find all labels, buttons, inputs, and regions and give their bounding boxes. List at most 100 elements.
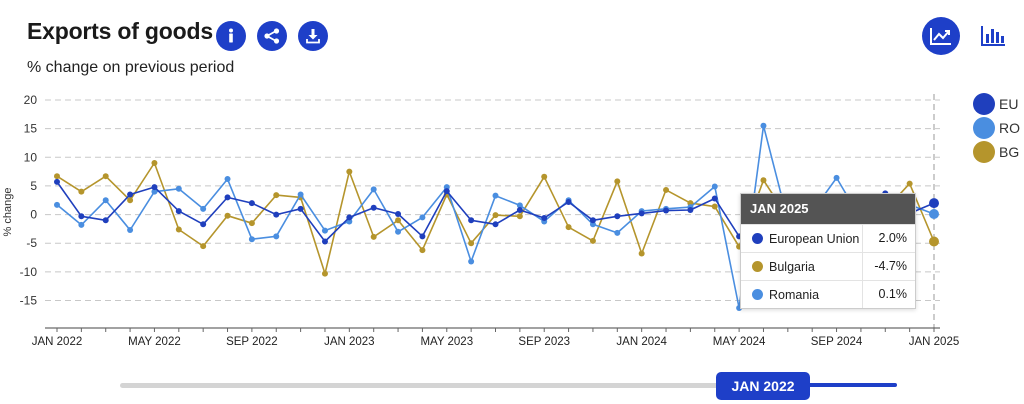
tooltip-row: Romania 0.1% <box>741 280 915 308</box>
data-point-bg <box>516 213 523 220</box>
data-point-eu <box>419 233 426 240</box>
data-point-bg <box>929 236 939 247</box>
data-point-bg <box>565 224 572 231</box>
data-point-bg <box>395 217 402 224</box>
tooltip-row: Bulgaria -4.7% <box>741 252 915 280</box>
data-point-bg <box>663 186 670 193</box>
tooltip-series-value: -4.7% <box>862 253 915 280</box>
data-point-bg <box>638 250 645 257</box>
y-axis-label: % change <box>2 188 14 237</box>
data-point-ro <box>248 236 255 243</box>
y-tick-label: -15 <box>20 294 38 308</box>
data-point-ro <box>614 229 621 236</box>
legend-swatch <box>973 93 995 115</box>
data-point-eu <box>224 194 231 201</box>
download-icon <box>306 29 320 44</box>
data-point-eu <box>565 198 572 205</box>
data-point-bg <box>492 212 499 219</box>
data-point-eu <box>687 206 694 213</box>
x-tick-label: JAN 2023 <box>324 336 375 348</box>
tooltip-swatch <box>752 289 763 300</box>
x-tick-label: JAN 2022 <box>32 336 83 348</box>
data-point-ro <box>929 208 939 219</box>
share-button[interactable] <box>257 21 287 51</box>
data-point-bg <box>468 240 475 247</box>
time-slider-track[interactable] <box>120 383 720 388</box>
tooltip-period: JAN 2025 <box>741 194 915 224</box>
data-point-ro <box>468 258 475 265</box>
time-slider-selected-range[interactable] <box>800 383 897 387</box>
data-point-bg <box>711 203 718 210</box>
x-tick-label: JAN 2024 <box>616 336 667 348</box>
data-point-ro <box>492 192 499 199</box>
tooltip-row: European Union 2.0% <box>741 224 915 252</box>
data-point-eu <box>711 195 718 202</box>
data-point-bg <box>760 177 767 184</box>
tooltip-series-name: European Union <box>769 231 860 246</box>
legend-label: RO <box>999 120 1020 136</box>
data-point-bg <box>54 173 60 180</box>
chart-tooltip: JAN 2025 European Union 2.0% Bulgaria -4… <box>740 193 916 309</box>
y-tick-label: -5 <box>26 236 37 250</box>
y-tick-label: 10 <box>24 150 38 164</box>
line-chart-icon <box>930 28 951 45</box>
tooltip-series-value: 0.1% <box>862 281 915 308</box>
data-point-ro <box>273 233 280 240</box>
download-button[interactable] <box>298 21 328 51</box>
x-tick-label: SEP 2024 <box>811 336 863 348</box>
share-icon <box>264 28 280 44</box>
data-point-eu <box>468 217 475 224</box>
legend-item-bg[interactable]: BG <box>973 140 1020 164</box>
data-point-bg <box>248 220 255 227</box>
legend: EU RO BG <box>973 92 1020 164</box>
tooltip-series-name: Bulgaria <box>769 259 815 274</box>
data-point-bg <box>589 237 596 244</box>
data-point-bg <box>906 180 913 187</box>
page-title: Exports of goods <box>27 18 213 44</box>
data-point-ro <box>833 174 840 181</box>
data-point-ro <box>419 214 426 221</box>
data-point-ro <box>102 197 109 204</box>
data-point-eu <box>321 238 328 245</box>
time-slider-handle[interactable]: JAN 2022 <box>716 372 810 400</box>
y-tick-label: 0 <box>30 208 37 222</box>
data-point-eu <box>443 188 450 195</box>
data-point-ro <box>127 227 134 234</box>
line-view-button[interactable] <box>922 17 960 55</box>
data-point-ro <box>54 201 60 208</box>
data-point-ro <box>516 202 523 209</box>
y-tick-label: 20 <box>24 93 38 107</box>
data-point-eu <box>638 210 645 217</box>
data-point-ro <box>321 227 328 234</box>
data-point-bg <box>175 226 182 233</box>
data-point-eu <box>248 200 255 207</box>
data-point-eu <box>127 191 134 198</box>
legend-item-eu[interactable]: EU <box>973 92 1020 116</box>
data-point-ro <box>395 228 402 235</box>
x-tick-label: SEP 2022 <box>226 336 278 348</box>
data-point-ro <box>224 176 231 183</box>
y-tick-label: 15 <box>24 122 38 136</box>
data-point-bg <box>541 173 548 180</box>
x-tick-label: MAY 2024 <box>713 336 766 348</box>
bar-view-button[interactable] <box>979 22 1007 50</box>
data-point-eu <box>78 213 85 220</box>
tooltip-swatch <box>752 233 763 244</box>
data-point-eu <box>492 221 499 228</box>
data-point-bg <box>102 173 109 180</box>
data-point-eu <box>929 198 939 209</box>
legend-item-ro[interactable]: RO <box>973 116 1020 140</box>
tooltip-swatch <box>752 261 763 272</box>
y-tick-label: -10 <box>20 265 38 279</box>
data-point-bg <box>614 178 621 185</box>
info-button[interactable] <box>216 21 246 51</box>
data-point-eu <box>102 217 109 224</box>
data-point-bg <box>224 212 231 219</box>
data-point-eu <box>663 207 670 214</box>
data-point-eu <box>395 210 402 217</box>
y-tick-label: 5 <box>30 179 37 193</box>
x-tick-label: SEP 2023 <box>518 336 570 348</box>
data-point-eu <box>370 204 377 211</box>
data-point-eu <box>54 178 60 185</box>
info-icon <box>229 28 233 43</box>
